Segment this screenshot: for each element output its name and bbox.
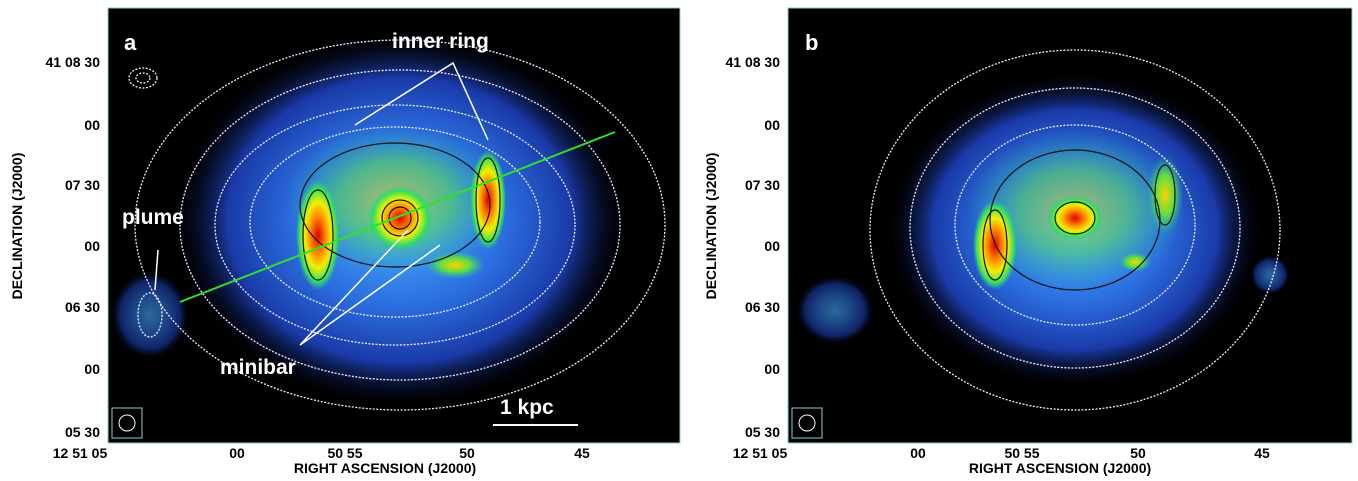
panel-b: b 41 08 30 00 07 30 00 06 30 00 05 30 12… <box>703 8 1352 476</box>
y-tick-label: 05 30 <box>745 424 780 440</box>
annotation: minibar <box>220 356 296 379</box>
y-ticks: 41 08 30 00 07 30 00 06 30 00 05 30 <box>726 54 781 440</box>
x-tick-label: 45 <box>1254 445 1270 461</box>
y-tick-label: 07 30 <box>65 177 100 193</box>
y-tick-label: 06 30 <box>65 299 100 315</box>
y-tick-label: 05 30 <box>65 424 100 440</box>
y-tick-label: 00 <box>84 117 100 133</box>
x-tick-label: 12 51 05 <box>53 445 108 461</box>
y-axis-label: DECLINATION (J2000) <box>9 153 25 300</box>
panel-label: a <box>124 30 137 55</box>
y-tick-label: 00 <box>84 238 100 254</box>
x-tick-label: 50 <box>1130 445 1146 461</box>
x-tick-label: 00 <box>910 445 926 461</box>
annotation: 1 kpc <box>500 396 554 419</box>
x-ticks: 12 51 05 00 50 55 50 45 <box>53 445 590 461</box>
x-ticks: 12 51 05 00 50 55 50 45 <box>733 445 1270 461</box>
x-tick-label: 50 55 <box>327 445 362 461</box>
y-ticks: 41 08 30 00 07 30 00 06 30 00 05 30 <box>46 54 101 440</box>
x-tick-label: 50 55 <box>1004 445 1039 461</box>
annotation: inner ring <box>392 30 489 53</box>
y-tick-label: 00 <box>84 361 100 377</box>
panel-a: a inner ring plume minibar 1 kpc 41 08 3… <box>9 8 680 476</box>
panel-label: b <box>805 30 818 55</box>
x-tick-label: 50 <box>459 445 475 461</box>
x-tick-label: 00 <box>229 445 245 461</box>
figure: a inner ring plume minibar 1 kpc 41 08 3… <box>0 0 1358 481</box>
y-tick-label: 00 <box>764 238 780 254</box>
y-axis-label: DECLINATION (J2000) <box>703 153 719 300</box>
y-tick-label: 41 08 30 <box>46 54 101 70</box>
y-tick-label: 00 <box>764 117 780 133</box>
x-tick-label: 45 <box>574 445 590 461</box>
annotation: plume <box>122 206 184 229</box>
y-tick-label: 07 30 <box>745 177 780 193</box>
y-tick-label: 41 08 30 <box>726 54 781 70</box>
y-tick-label: 00 <box>764 361 780 377</box>
y-tick-label: 06 30 <box>745 299 780 315</box>
x-axis-label: RIGHT ASCENSION (J2000) <box>969 460 1151 476</box>
x-tick-label: 12 51 05 <box>733 445 788 461</box>
x-axis-label: RIGHT ASCENSION (J2000) <box>294 460 476 476</box>
